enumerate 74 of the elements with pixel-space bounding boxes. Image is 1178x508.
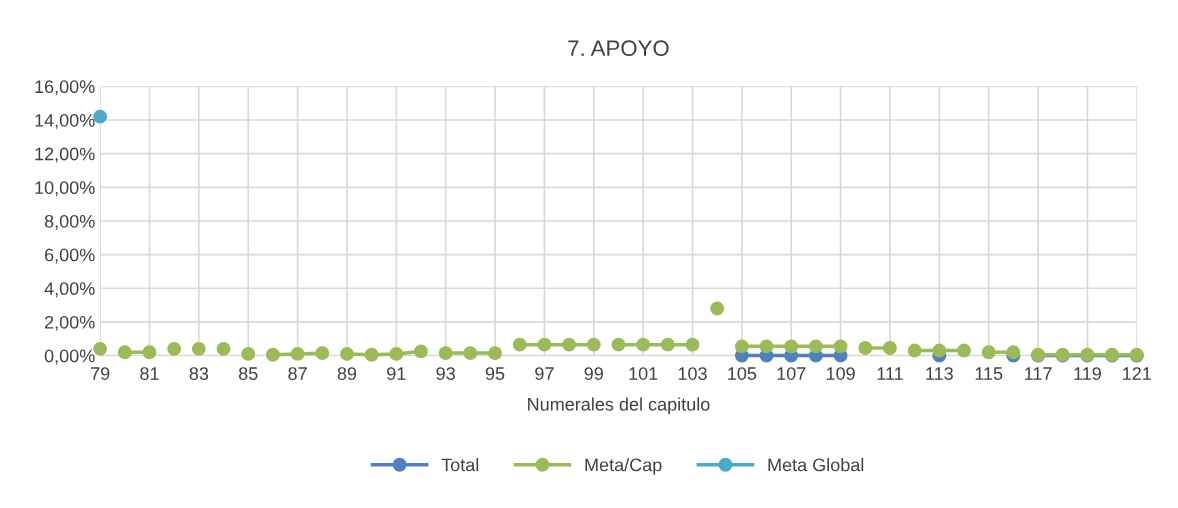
- y-tick-label: 8,00%: [44, 214, 95, 230]
- point: [562, 337, 577, 352]
- x-tick-label: 79: [91, 367, 110, 380]
- point: [636, 337, 651, 352]
- x-tick-label: 97: [535, 367, 554, 380]
- x-tick-label: 81: [140, 367, 159, 380]
- x-tick-label: 83: [189, 367, 209, 380]
- x-tick-label: 109: [826, 367, 855, 380]
- y-tick-label: 4,00%: [44, 282, 95, 298]
- x-tick-label: 103: [678, 367, 707, 380]
- y-tick-label: 0,00%: [44, 349, 95, 365]
- point: [685, 337, 700, 352]
- y-tick-label: 10,00%: [35, 181, 95, 197]
- point: [710, 301, 725, 316]
- point: [142, 345, 157, 360]
- point: [167, 341, 182, 356]
- point: [586, 337, 601, 352]
- x-tick-label: 121: [1123, 367, 1151, 380]
- point: [265, 347, 280, 362]
- point: [93, 109, 108, 124]
- y-tick-label: 16,00%: [35, 80, 95, 96]
- x-tick-label: 113: [926, 367, 953, 380]
- x-tick-label: 93: [436, 367, 455, 380]
- point: [537, 337, 552, 352]
- point: [808, 339, 823, 354]
- x-tick-label: 115: [975, 367, 1003, 380]
- y-tick-label: 14,00%: [35, 113, 95, 129]
- x-tick-label: 107: [777, 367, 806, 380]
- point: [981, 345, 996, 360]
- legend-label: Meta/Cap: [585, 458, 662, 475]
- point: [389, 346, 404, 361]
- x-tick-label: 117: [1025, 367, 1052, 380]
- point: [734, 339, 749, 354]
- point: [438, 346, 453, 361]
- point: [957, 343, 971, 358]
- point: [191, 341, 206, 356]
- legend-label: Total: [441, 458, 479, 472]
- point: [883, 341, 897, 355]
- point: [241, 346, 256, 361]
- point: [340, 346, 354, 361]
- x-tick-label: 119: [1074, 367, 1101, 380]
- point: [932, 343, 947, 358]
- point: [364, 347, 379, 362]
- point: [833, 339, 848, 354]
- y-tick-label: 12,00%: [35, 147, 95, 163]
- legend-label: Meta Global: [768, 458, 864, 472]
- point: [784, 339, 799, 354]
- point: [216, 341, 231, 356]
- point: [858, 341, 873, 355]
- point: [463, 346, 478, 361]
- point: [414, 344, 428, 359]
- x-tick-label: 111: [877, 367, 903, 380]
- x-tick-label: 99: [584, 367, 603, 380]
- x-axis-title: Numerales del capitulo: [528, 397, 710, 415]
- x-tick-label: 87: [288, 367, 307, 380]
- x-tick-label: 101: [629, 367, 658, 380]
- x-tick-label: 89: [337, 367, 357, 380]
- y-tick-label: 2,00%: [44, 315, 95, 331]
- point: [907, 343, 922, 358]
- point: [512, 337, 527, 352]
- point: [611, 337, 626, 352]
- point: [315, 346, 330, 361]
- x-tick-label: 95: [485, 367, 505, 380]
- x-tick-label: 105: [728, 367, 757, 380]
- point: [488, 346, 502, 361]
- x-tick-label: 91: [387, 367, 406, 380]
- x-tick-label: 85: [238, 367, 258, 380]
- point: [290, 346, 305, 361]
- point: [93, 341, 108, 356]
- y-tick-label: 6,00%: [44, 248, 95, 264]
- chart-title: 7. APOYO: [568, 40, 669, 57]
- point: [759, 339, 774, 354]
- point: [660, 337, 675, 352]
- point: [117, 345, 132, 360]
